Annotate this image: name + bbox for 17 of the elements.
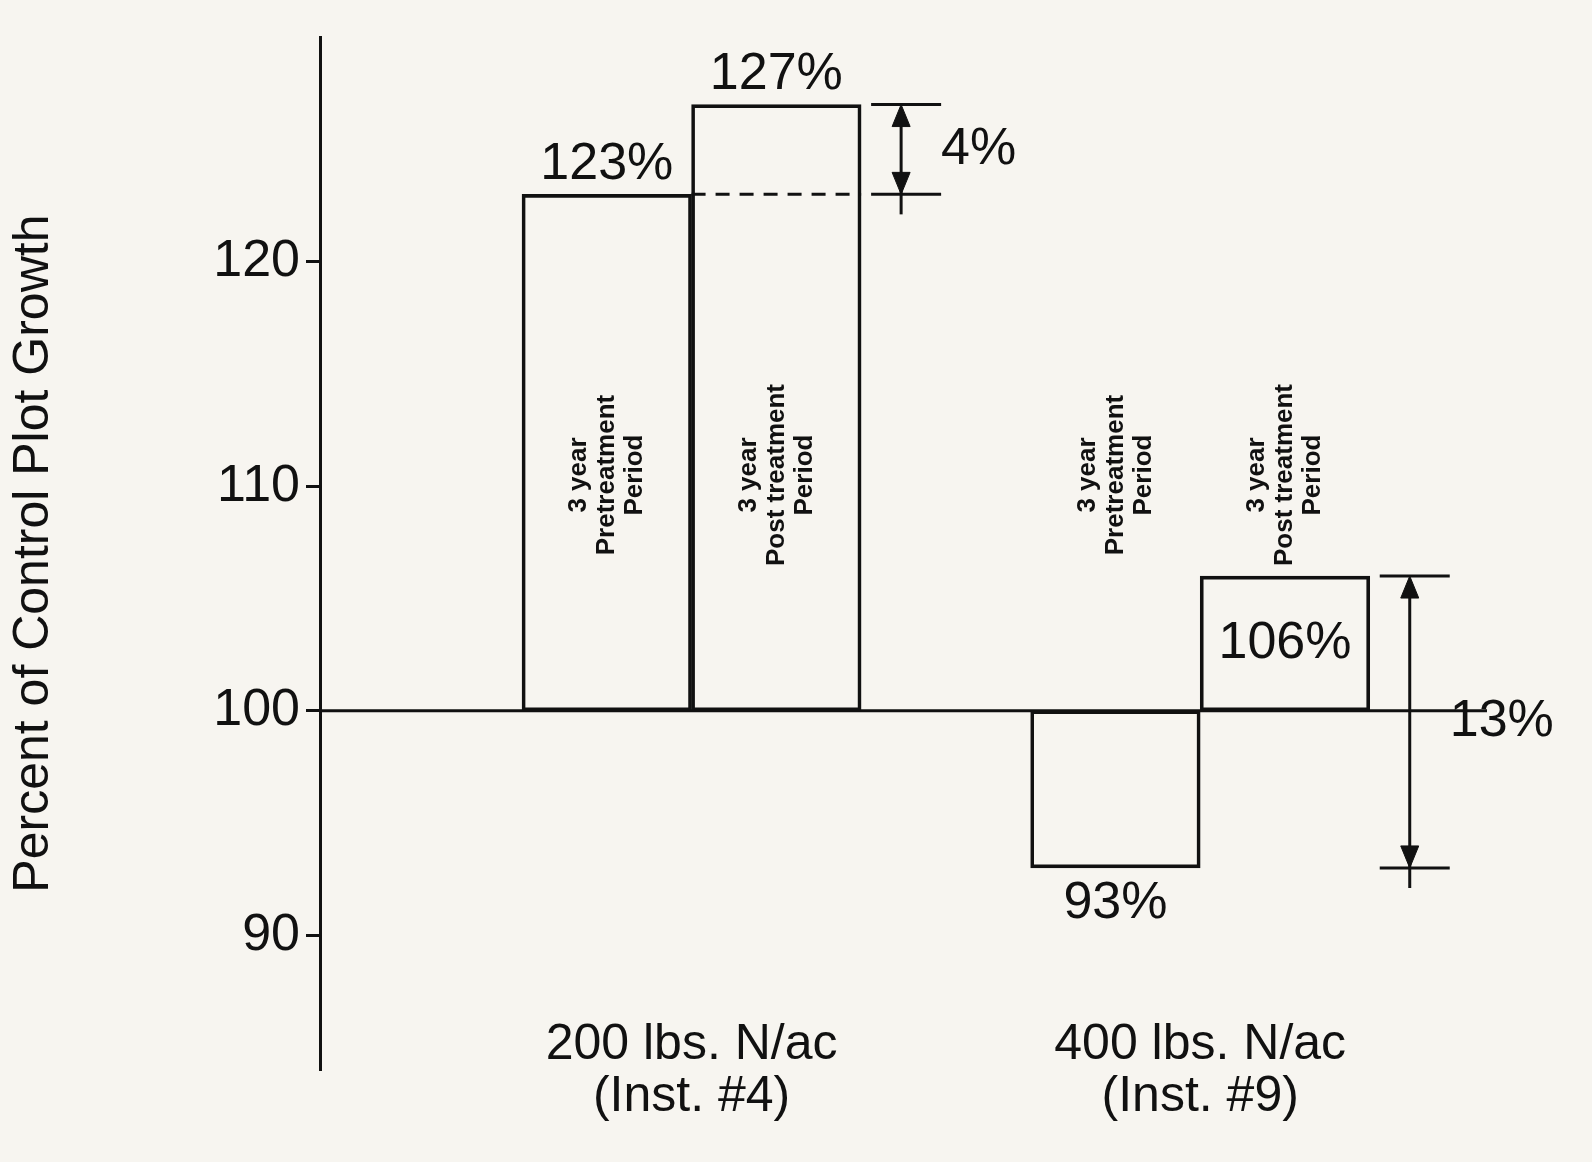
data-label: 106% bbox=[1218, 610, 1352, 669]
data-label: 93% bbox=[1063, 871, 1168, 930]
y-axis-title: Percent of Control Plot Growth bbox=[2, 214, 59, 893]
x-tick-label: 3 year Post treatment Period bbox=[1240, 383, 1327, 567]
data-label: 123% bbox=[540, 131, 674, 190]
y-tick-label: 90 bbox=[242, 902, 300, 961]
annotation: 400 lbs. N/ac (Inst. #9) bbox=[1054, 1013, 1347, 1122]
annotation: 200 lbs. N/ac (Inst. #4) bbox=[545, 1013, 838, 1122]
y-tick-label: 100 bbox=[213, 678, 300, 737]
annotation: 4% bbox=[941, 116, 1017, 175]
y-tick-label: 110 bbox=[217, 453, 300, 512]
text: 13% bbox=[1449, 689, 1554, 748]
y-tick-label: 120 bbox=[213, 229, 300, 288]
x-tick-label: 3 year Post treatment Period bbox=[731, 383, 818, 567]
x-tick-label: 3 year Pretreatment Period bbox=[561, 394, 648, 556]
x-tick-label: 3 year Pretreatment Period bbox=[1070, 394, 1157, 556]
data-label: 127% bbox=[709, 41, 843, 100]
